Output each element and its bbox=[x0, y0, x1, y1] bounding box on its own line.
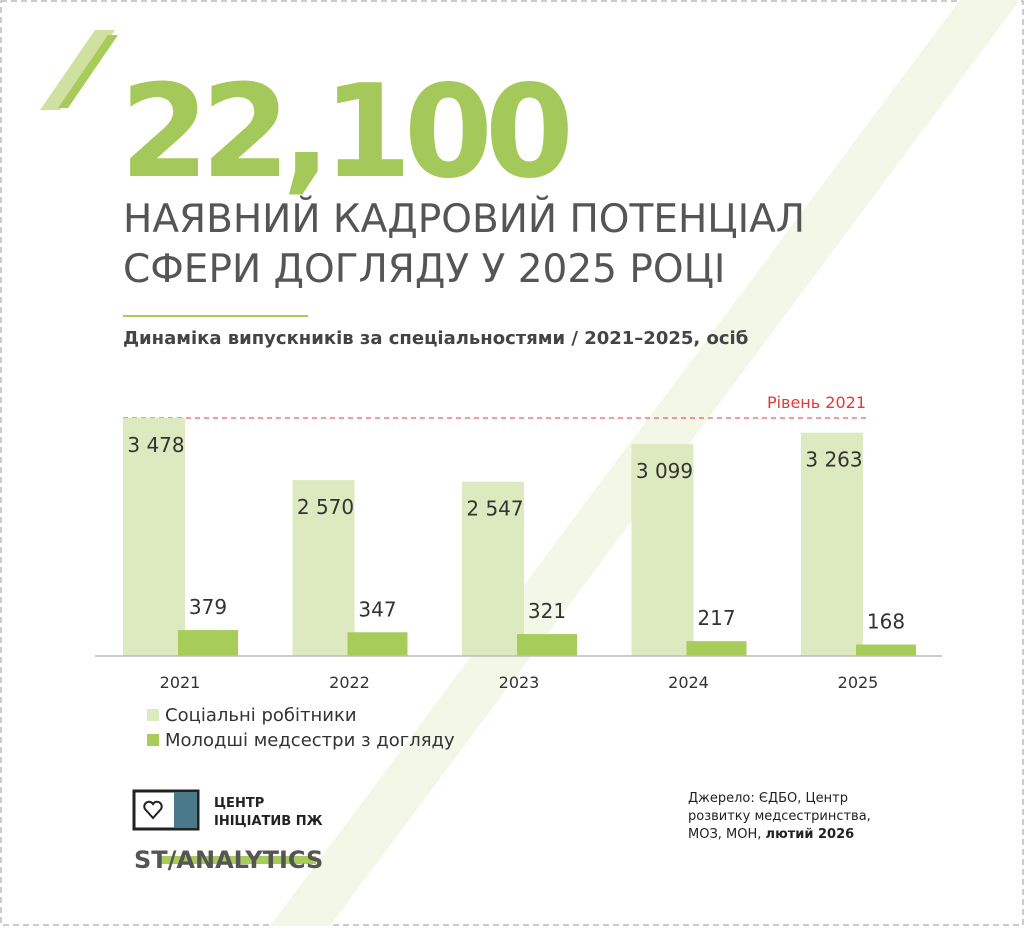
value-label: 217 bbox=[697, 606, 735, 630]
value-label: 2 547 bbox=[466, 497, 523, 521]
heading-line: СФЕРИ ДОГЛЯДУ У 2025 РОЦІ bbox=[123, 247, 725, 292]
logo-heart bbox=[143, 800, 163, 820]
x-tick-label: 2022 bbox=[329, 673, 370, 692]
bar bbox=[801, 432, 863, 656]
value-label: 379 bbox=[189, 595, 227, 619]
x-tick-label: 2021 bbox=[160, 673, 201, 692]
brand: ST/ANALYTICS bbox=[134, 846, 323, 874]
bar bbox=[517, 634, 577, 656]
source-line: МОЗ, МОН, лютий 2026 bbox=[688, 827, 854, 842]
bar bbox=[631, 443, 694, 656]
logo-box-fill bbox=[174, 792, 197, 828]
value-label: 2 570 bbox=[297, 495, 354, 519]
value-label: 3 478 bbox=[127, 433, 184, 457]
legend-label: Соціальні робітники bbox=[165, 705, 357, 726]
headline: 22,100 bbox=[120, 58, 568, 207]
legend-swatch bbox=[147, 734, 159, 746]
brand-underline bbox=[160, 856, 316, 864]
bar bbox=[347, 632, 408, 656]
value-label: 347 bbox=[358, 597, 396, 621]
value-label: 3 263 bbox=[805, 448, 862, 472]
value-label: 321 bbox=[528, 599, 566, 623]
source-date: лютий 2026 bbox=[766, 827, 855, 842]
bar bbox=[123, 418, 185, 656]
x-tick-label: 2024 bbox=[668, 673, 709, 692]
value-label: 168 bbox=[867, 610, 905, 634]
bar bbox=[292, 480, 355, 656]
legend-swatch bbox=[147, 709, 159, 721]
x-tick-label: 2025 bbox=[838, 673, 879, 692]
chart: Рівень 2021 3 478 379 2021 2 570 347 2022 2 547… bbox=[95, 393, 942, 751]
chart-title: Динаміка випускників за спеціальностями … bbox=[123, 328, 748, 349]
logo-text: ЦЕНТР bbox=[214, 796, 264, 811]
bar bbox=[686, 641, 747, 656]
value-label: 3 099 bbox=[636, 459, 693, 483]
source-line: розвитку медсестринства, bbox=[688, 809, 871, 824]
heading-line: НАЯВНИЙ КАДРОВИЙ ПОТЕНЦІАЛ bbox=[123, 195, 805, 242]
source-line: Джерело: ЄДБО, Центр bbox=[688, 791, 848, 806]
decor-slash bbox=[58, 35, 118, 108]
bar bbox=[856, 644, 916, 656]
x-tick-label: 2023 bbox=[499, 673, 540, 692]
source-text: МОЗ, МОН, bbox=[688, 827, 761, 842]
decor-slash bbox=[40, 30, 115, 110]
bar bbox=[178, 630, 238, 656]
legend-label: Молодші медсестри з догляду bbox=[165, 730, 455, 751]
bar bbox=[462, 481, 524, 656]
reference-label: Рівень 2021 bbox=[767, 393, 866, 412]
logo-text: ІНІЦІАТИВ ПЖ bbox=[214, 814, 323, 829]
